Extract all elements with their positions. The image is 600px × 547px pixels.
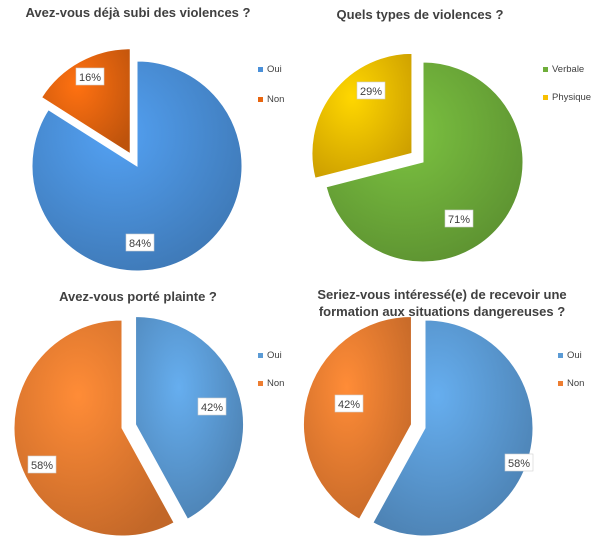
data-label: 58% (27, 455, 57, 474)
legend-swatch (558, 352, 563, 358)
data-label: 42% (197, 397, 227, 416)
data-label: 29% (356, 81, 386, 100)
pie-slice-physique (311, 52, 413, 179)
svg-text:42%: 42% (201, 402, 223, 414)
pie-chart: 71% 29% (311, 52, 524, 263)
pie-chart: 84% 16% (31, 48, 243, 272)
svg-text:58%: 58% (31, 460, 53, 472)
chart-title: Seriez-vous intéressé(e) de recevoir une… (317, 287, 567, 319)
chart-panel-violences: Avez-vous déjà subi des violences ? 84% 1… (0, 0, 300, 273)
data-label: 16% (75, 67, 105, 86)
pie-chart: 42% 58% (13, 316, 245, 537)
chart-panel-plainte: Avez-vous porté plainte ? 42% 58% Oui Non (0, 274, 300, 547)
svg-text:84%: 84% (129, 238, 151, 250)
legend-swatch (258, 96, 263, 102)
pie-slice-oui (135, 316, 245, 520)
svg-text:58%: 58% (508, 458, 530, 470)
pie-slice-oui (31, 60, 243, 272)
pie-slice-verbale (325, 61, 524, 263)
svg-text:42%: 42% (338, 399, 360, 411)
legend-label: Non (267, 378, 285, 389)
svg-text:29%: 29% (360, 86, 382, 98)
legend-item-non: Non (258, 378, 284, 389)
legend-swatch (543, 66, 548, 72)
chart-panel-types: Quels types de violences ? 71% 29% Verbal… (300, 0, 600, 273)
legend-swatch (558, 380, 563, 386)
legend-item-physique: Physique (543, 92, 591, 103)
data-label: 58% (504, 453, 534, 472)
legend-item-oui: Oui (258, 64, 282, 75)
legend-label: Non (267, 94, 285, 105)
chart-panel-formation: Seriez-vous intéressé(e) de recevoir une… (300, 274, 600, 547)
legend-label: Oui (267, 64, 282, 75)
svg-text:16%: 16% (79, 72, 101, 84)
chart-title: Quels types de violences ? (336, 7, 504, 22)
legend-item-oui: Oui (258, 350, 282, 361)
data-label: 84% (125, 233, 155, 252)
legend-item-verbale: Verbale (543, 64, 584, 75)
chart-title: Avez-vous porté plainte ? (59, 289, 217, 304)
legend-label: Oui (267, 350, 282, 361)
legend-item-oui: Oui (558, 350, 582, 361)
legend-label: Physique (552, 92, 592, 103)
legend-item-non: Non (558, 378, 584, 389)
pie-slice-non (40, 48, 131, 155)
legend-swatch (258, 352, 263, 358)
legend-label: Verbale (552, 64, 585, 75)
legend-label: Oui (567, 350, 582, 361)
chart-title: Avez-vous déjà subi des violences ? (25, 5, 251, 20)
legend-swatch (258, 66, 263, 72)
pie-slice-non (13, 319, 175, 537)
pie-chart: 58% 42% (302, 316, 534, 537)
svg-text:71%: 71% (448, 214, 470, 226)
pie-slice-non (302, 316, 412, 520)
legend-swatch (543, 94, 548, 100)
legend-label: Non (567, 378, 585, 389)
data-label: 71% (444, 209, 474, 228)
legend-item-non: Non (258, 94, 284, 105)
data-label: 42% (334, 394, 364, 413)
legend-swatch (258, 380, 263, 386)
